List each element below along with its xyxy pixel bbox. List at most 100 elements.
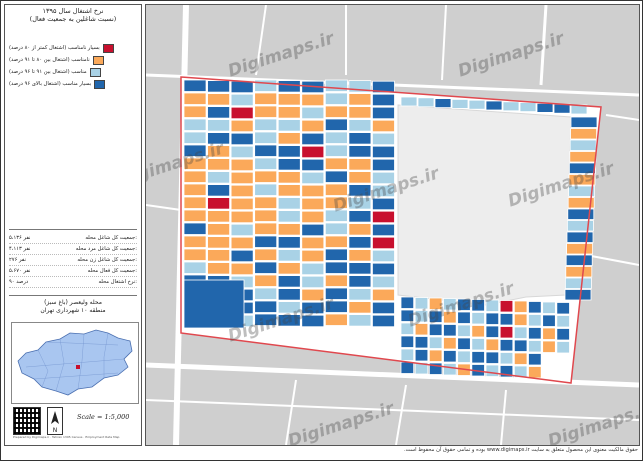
legend-panel: نرخ اشتغال سال ۱۳۹۵ (نسبت شاغلین به جمعی… — [4, 4, 142, 446]
census-block — [372, 249, 395, 263]
copyright-footer: حقوق مالکیت معنوی این محصول متعلق به سای… — [404, 447, 638, 453]
census-block — [485, 299, 500, 312]
census-block — [348, 249, 372, 262]
credit-text: Prepared by Digimaps.ir · Tehran 1395 Ce… — [13, 435, 120, 439]
census-block — [207, 236, 231, 249]
census-block — [230, 158, 254, 172]
census-block — [301, 249, 325, 263]
census-block — [457, 298, 471, 311]
census-block — [183, 118, 207, 131]
title-line-2: (نسبت شاغلین به جمعیت فعال) — [29, 15, 117, 23]
census-block — [183, 170, 207, 183]
census-block — [254, 157, 278, 170]
census-block — [443, 324, 457, 337]
census-block — [542, 314, 556, 327]
census-block — [183, 144, 207, 157]
census-block — [277, 93, 301, 106]
census-block — [471, 312, 485, 325]
census-block — [400, 96, 418, 107]
census-block — [565, 266, 593, 278]
map-svg — [146, 5, 639, 445]
census-block — [277, 223, 301, 236]
census-blocks — [183, 79, 598, 379]
census-block — [372, 132, 395, 146]
census-block — [348, 119, 372, 132]
legend-label: نامناسب (اشتغال بین ۸۰ تا ۹۱ درصد) — [9, 57, 90, 63]
census-block — [528, 353, 542, 366]
census-block — [457, 311, 471, 324]
stat-label: جمعیت کل شاغل مرد محله: — [75, 246, 137, 252]
census-block — [400, 335, 415, 348]
census-block — [324, 248, 348, 261]
census-block — [567, 208, 595, 220]
census-block — [485, 338, 500, 351]
map-canvas[interactable]: Digimaps.ir Digimaps.ir Digimaps.ir Digi… — [145, 4, 640, 446]
census-block — [324, 300, 348, 313]
census-block — [277, 119, 301, 132]
census-block — [400, 322, 415, 335]
census-block — [542, 340, 556, 353]
census-block — [230, 171, 254, 185]
census-block — [542, 301, 556, 314]
census-block — [372, 223, 395, 237]
census-block — [569, 151, 597, 163]
scale-text: Scale = 1:5,000 — [77, 413, 130, 421]
census-block — [230, 93, 254, 107]
census-block — [207, 171, 231, 184]
stat-label: جمعیت کل شاغل محله: — [85, 235, 137, 241]
census-block — [324, 144, 348, 157]
census-block — [499, 339, 514, 352]
census-block — [301, 314, 325, 328]
census-block — [230, 184, 254, 198]
census-block — [443, 311, 457, 324]
census-block — [277, 301, 301, 314]
census-block — [324, 235, 348, 248]
census-block — [471, 351, 485, 364]
census-block — [553, 103, 571, 114]
census-block — [542, 327, 556, 340]
census-block — [400, 348, 415, 361]
stat-value: ۲۷۶ نفر — [9, 257, 26, 263]
census-block — [254, 248, 278, 261]
census-block — [428, 297, 443, 310]
census-block — [414, 362, 429, 375]
census-block — [207, 210, 231, 223]
census-block — [348, 106, 372, 119]
stat-label: جمعیت کل شاغل زن محله: — [77, 257, 137, 263]
census-block — [324, 196, 348, 209]
census-block — [499, 326, 514, 339]
census-block — [372, 158, 395, 172]
neighborhood-boundary — [180, 76, 602, 384]
census-block — [348, 236, 372, 249]
census-block — [443, 337, 457, 350]
census-block — [414, 310, 429, 323]
census-block — [254, 235, 278, 248]
census-block — [230, 223, 254, 237]
census-block — [324, 105, 348, 118]
census-block — [451, 99, 469, 109]
legend-item-good: مناسب (اشتغال بین ۹۱ تا ۹۶ درصد) — [9, 67, 137, 77]
census-block — [183, 105, 207, 118]
census-block — [183, 79, 207, 92]
census-block — [528, 327, 542, 340]
census-block — [471, 325, 485, 338]
census-block — [301, 106, 325, 120]
legend-label: بسیار نامناسب (اشتغال کمتر از ۸۰ درصد) — [9, 45, 100, 51]
census-block — [567, 197, 595, 209]
stat-value: ۵،۱۳۶ نفر — [9, 235, 31, 241]
census-block — [301, 197, 325, 211]
census-block — [301, 171, 325, 185]
census-block — [372, 210, 395, 224]
census-block — [324, 287, 348, 300]
census-block — [277, 184, 301, 197]
stat-label: نرخ اشتغال محله: — [98, 279, 137, 285]
census-block — [499, 313, 514, 326]
census-block — [443, 298, 457, 311]
census-block — [301, 301, 325, 315]
census-block — [569, 139, 597, 151]
census-block — [254, 79, 278, 92]
census-block — [207, 197, 231, 210]
census-block — [324, 274, 348, 287]
census-block — [513, 300, 528, 313]
census-block — [372, 288, 395, 302]
